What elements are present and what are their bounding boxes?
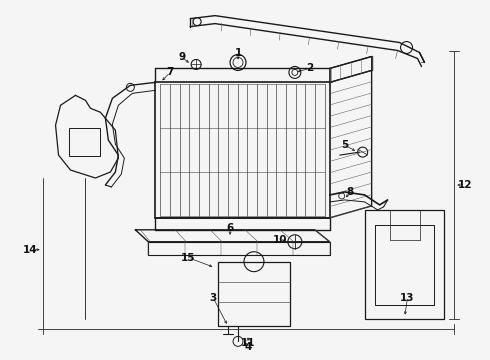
Text: 6: 6 [226,223,234,233]
Text: 3: 3 [209,293,217,302]
Bar [69,128,100,156]
Text: 4: 4 [245,342,252,352]
Text: 12: 12 [458,180,473,190]
Bar [365,210,444,319]
Text: 10: 10 [272,235,287,245]
Text: 9: 9 [179,53,186,63]
Text: 5: 5 [341,140,348,150]
Text: 2: 2 [306,63,314,73]
Text: 1: 1 [234,49,242,58]
Text: 14: 14 [24,245,38,255]
Text: 8: 8 [346,187,353,197]
Text: 13: 13 [400,293,415,302]
Text: 7: 7 [167,67,174,77]
Bar [218,262,290,327]
Text: 15: 15 [181,253,196,263]
Text: 11: 11 [241,338,255,348]
